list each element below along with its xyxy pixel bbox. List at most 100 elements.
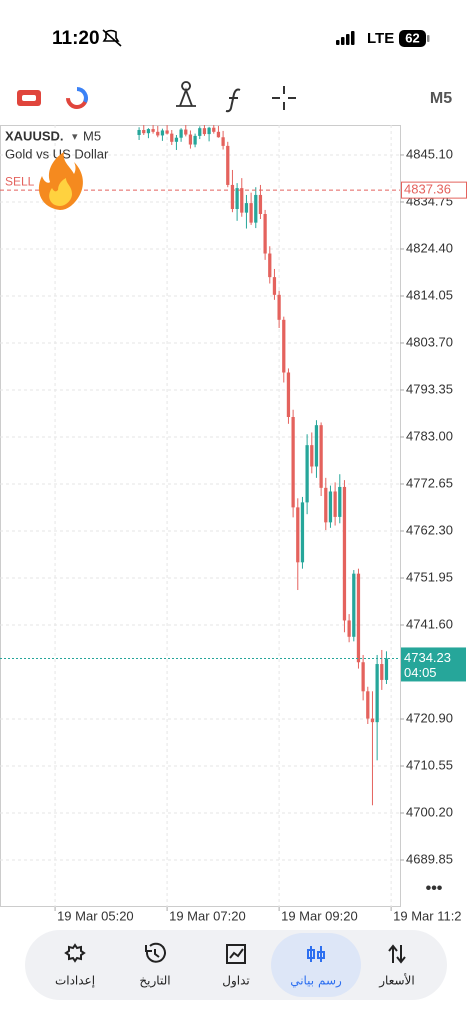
candle-body xyxy=(244,203,249,213)
tab-bar xyxy=(25,930,447,1000)
function-icon[interactable] xyxy=(225,88,241,113)
fire-emoji-core xyxy=(49,178,72,206)
trade-icon-inner xyxy=(22,95,36,101)
candle-body xyxy=(207,127,211,135)
tabs: إعدادات التاريخ تداول رسم بياني الأسعار xyxy=(55,933,415,997)
battery-level: 62 xyxy=(405,30,419,45)
candle-body xyxy=(319,425,323,488)
y-tick-label: 4803.70 xyxy=(406,334,453,349)
candle-body xyxy=(156,131,160,136)
candle-body xyxy=(310,445,314,467)
candle-body xyxy=(258,194,263,215)
status-time: 11:20 xyxy=(52,28,100,49)
candle-body xyxy=(198,128,202,136)
price-tag-timer: 04:05 xyxy=(404,665,437,680)
overlay: XAUUSD. ▾ M5 Gold vs US Dollar SELL xyxy=(5,128,109,210)
crosshair-icon[interactable] xyxy=(272,86,296,110)
candle-body xyxy=(174,137,179,142)
x-tick-label: 19 Mar 11:2 xyxy=(393,908,461,923)
candle-body xyxy=(137,129,141,135)
candle-body xyxy=(370,718,375,723)
objects-icon[interactable] xyxy=(176,81,196,107)
candle-body xyxy=(361,662,365,692)
dropdown-arrow: ▾ xyxy=(72,131,78,143)
y-tick-label: 4814.05 xyxy=(406,287,453,302)
tab-label[interactable]: الأسعار xyxy=(378,973,414,989)
candle-body xyxy=(314,425,319,467)
price-tag xyxy=(401,647,466,682)
candle-body xyxy=(375,664,379,723)
candle-body xyxy=(193,135,197,145)
candle-body xyxy=(226,145,230,185)
candle-body xyxy=(286,372,291,418)
x-tick-label: 19 Mar 07:20 xyxy=(169,908,246,923)
x-tick-label: 19 Mar 05:20 xyxy=(57,908,134,923)
tab-icon xyxy=(64,943,86,963)
y-tick-label: 4762.30 xyxy=(406,522,453,537)
y-tick-label: 4710.55 xyxy=(406,757,453,772)
tab-label[interactable]: رسم بياني xyxy=(290,974,342,989)
tab-label[interactable]: إعدادات xyxy=(55,974,95,988)
grid xyxy=(0,125,400,907)
candle-body xyxy=(268,253,272,278)
y-tick-label: 4845.10 xyxy=(406,146,453,161)
candle-body xyxy=(324,487,328,523)
candle-body xyxy=(333,491,337,517)
candle-body xyxy=(296,507,300,563)
candle-body xyxy=(188,134,193,145)
price-tag-value: 4734.23 xyxy=(404,650,451,665)
y-tick-label: 4793.35 xyxy=(406,381,453,396)
candle-body xyxy=(146,129,151,134)
candle-body xyxy=(291,417,295,508)
candle-body xyxy=(356,573,361,663)
tab-icon xyxy=(145,942,166,963)
y-tick-label: 4689.85 xyxy=(406,851,453,866)
tab-label[interactable]: تداول xyxy=(222,974,250,989)
candle-body xyxy=(170,133,174,142)
candle-body xyxy=(277,294,281,320)
battery-tip xyxy=(427,35,430,42)
tab-label[interactable]: التاريخ xyxy=(139,974,170,989)
candle-body xyxy=(254,194,258,223)
candle-body xyxy=(263,214,267,254)
y-tick-label: 4772.65 xyxy=(406,475,453,490)
candle-body xyxy=(300,502,305,563)
candle-body xyxy=(230,184,235,210)
candle-body xyxy=(202,128,207,135)
candle-body xyxy=(216,131,221,138)
candle-body xyxy=(240,188,244,213)
candle-body xyxy=(221,137,225,146)
chart-timeframe: M5 xyxy=(83,128,101,143)
network: LTE xyxy=(367,30,394,47)
timeframe-button[interactable]: M5 xyxy=(430,90,452,107)
candle-body xyxy=(282,319,286,373)
tab-icon xyxy=(388,944,406,964)
price-tag xyxy=(401,181,467,199)
candle-body xyxy=(184,129,188,135)
y-tick-label: 4751.95 xyxy=(406,569,453,584)
candle-body xyxy=(151,129,155,132)
symbol: XAUUSD. xyxy=(5,128,64,143)
candle-body xyxy=(212,127,216,132)
candle-body xyxy=(272,277,277,295)
y-tick-label: 4700.20 xyxy=(406,804,453,819)
candle-body xyxy=(142,129,146,134)
signal-icon xyxy=(336,31,355,45)
candle-body xyxy=(328,491,333,523)
description: Gold vs US Dollar xyxy=(5,146,109,161)
candle-body xyxy=(366,691,370,719)
mute-icon xyxy=(102,29,122,47)
y-tick-label: 4720.90 xyxy=(406,710,453,725)
candle-body xyxy=(249,203,253,223)
more-button[interactable]: ••• xyxy=(426,880,443,897)
candle-body xyxy=(179,129,183,138)
candle-body xyxy=(352,573,356,637)
y-tick-label: 4741.60 xyxy=(406,616,453,631)
price-axis: 4845.104834.754824.404814.054803.704793.… xyxy=(54,146,467,923)
candle-body xyxy=(338,486,342,517)
y-tick-label: 4824.40 xyxy=(406,240,453,255)
candle-body xyxy=(380,664,384,680)
x-tick-label: 19 Mar 09:20 xyxy=(281,908,358,923)
